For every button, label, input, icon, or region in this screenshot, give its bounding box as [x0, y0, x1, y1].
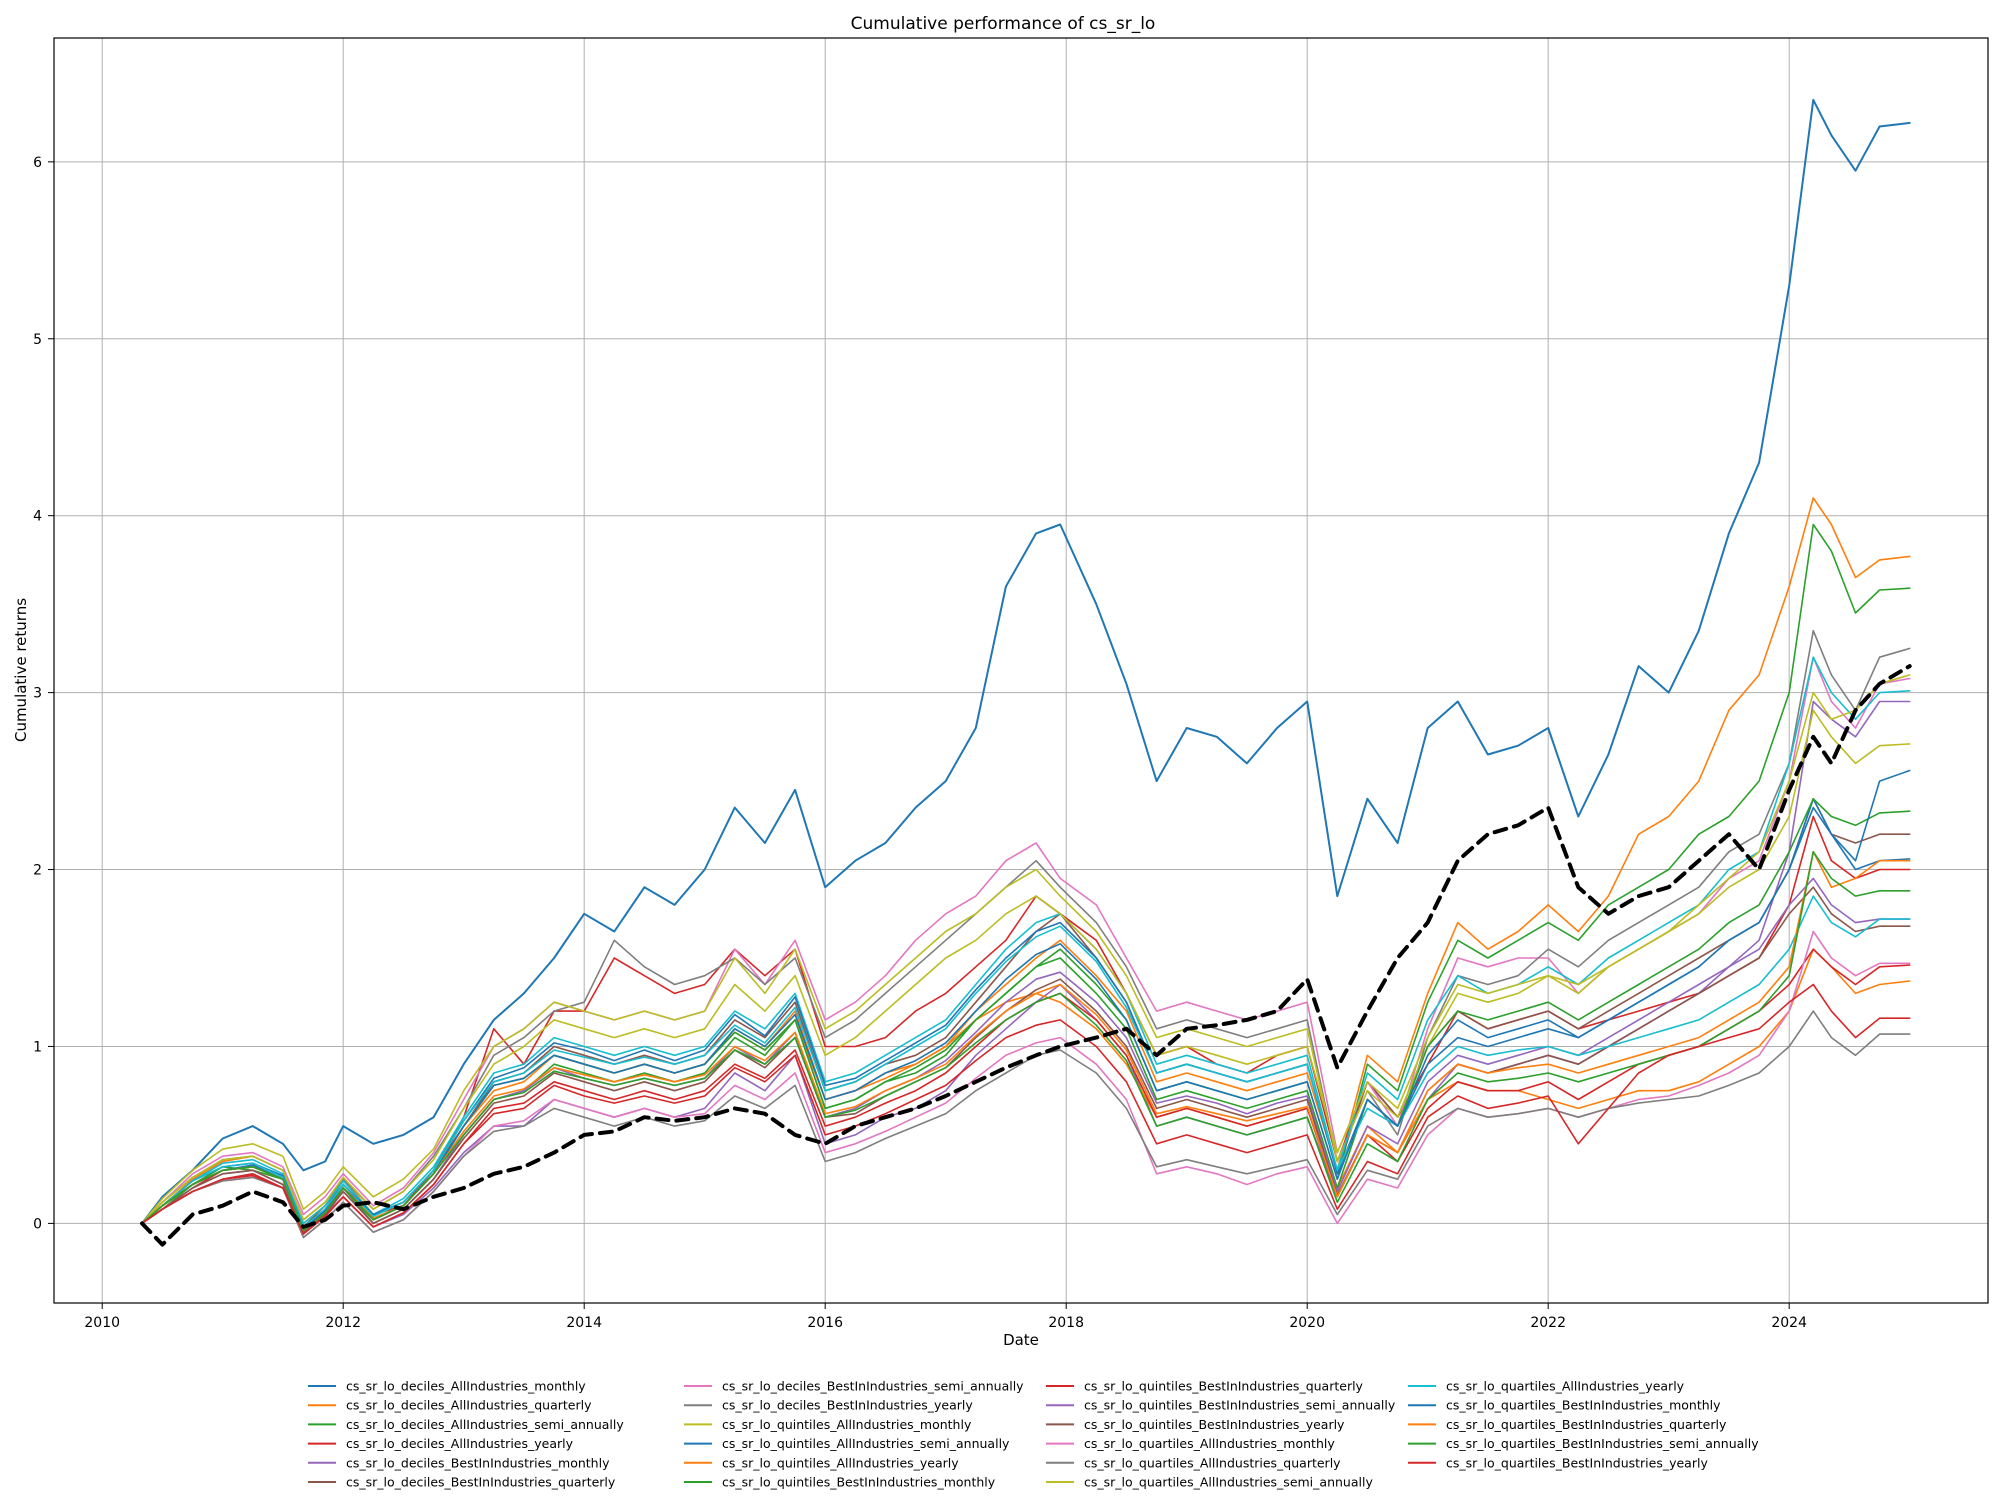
series-lines — [140, 98, 1912, 1247]
y-tick-label: 3 — [33, 686, 42, 702]
legend-label: cs_sr_lo_quartiles_AllIndustries_monthly — [1084, 1436, 1335, 1451]
legend: cs_sr_lo_deciles_AllIndustries_monthlycs… — [308, 1379, 1759, 1490]
plot-area — [54, 38, 1988, 1303]
series-line-16 — [141, 886, 1911, 1233]
y-tick-label: 0 — [33, 1216, 42, 1232]
x-tick-label: 2024 — [1771, 1315, 1807, 1331]
x-tick-label: 2010 — [84, 1315, 120, 1331]
legend-label: cs_sr_lo_quartiles_AllIndustries_yearly — [1446, 1379, 1685, 1394]
series-line-10 — [141, 656, 1911, 1225]
y-tick-label: 1 — [33, 1039, 42, 1055]
legend-label: cs_sr_lo_deciles_AllIndustries_quarterly — [346, 1398, 592, 1413]
chart-title: Cumulative performance of cs_sr_lo — [851, 14, 1156, 34]
y-axis-ticks: 0 1 2 3 4 5 6 — [33, 155, 54, 1232]
legend-label: cs_sr_lo_deciles_AllIndustries_monthly — [346, 1379, 586, 1394]
series-line-1 — [141, 98, 1911, 1225]
y-tick-label: 2 — [33, 863, 42, 879]
series-line-25 — [140, 664, 1912, 1247]
y-tick-label: 5 — [33, 332, 42, 348]
legend-label: cs_sr_lo_deciles_AllIndustries_semi_annu… — [346, 1417, 624, 1432]
y-tick-label: 6 — [33, 155, 42, 171]
x-axis-label: Date — [1003, 1331, 1039, 1349]
legend-label: cs_sr_lo_deciles_BestInIndustries_quarte… — [346, 1475, 616, 1490]
legend-label: cs_sr_lo_deciles_BestInIndustries_monthl… — [346, 1455, 610, 1470]
legend-label: cs_sr_lo_quintiles_AllIndustries_monthly — [722, 1417, 972, 1432]
legend-label: cs_sr_lo_quintiles_BestInIndustries_quar… — [1084, 1379, 1364, 1394]
y-axis-label: Cumulative returns — [12, 598, 30, 742]
legend-label: cs_sr_lo_quartiles_BestInIndustries_mont… — [1446, 1398, 1721, 1413]
legend-label: cs_sr_lo_quartiles_AllIndustries_semi_an… — [1084, 1475, 1373, 1490]
series-line-18 — [141, 1010, 1911, 1239]
x-tick-label: 2020 — [1289, 1315, 1325, 1331]
x-tick-label: 2018 — [1048, 1315, 1084, 1331]
grid-lines — [54, 38, 1988, 1303]
x-tick-label: 2022 — [1530, 1315, 1566, 1331]
legend-label: cs_sr_lo_deciles_BestInIndustries_yearly — [722, 1398, 973, 1413]
legend-label: cs_sr_lo_quartiles_BestInIndustries_year… — [1446, 1455, 1708, 1470]
legend-label: cs_sr_lo_quintiles_BestInIndustries_semi… — [1084, 1398, 1396, 1413]
series-line-23 — [141, 851, 1911, 1232]
series-line-20 — [141, 895, 1911, 1228]
legend-label: cs_sr_lo_quartiles_BestInIndustries_quar… — [1446, 1417, 1727, 1432]
y-tick-label: 4 — [33, 509, 42, 525]
legend-label: cs_sr_lo_quintiles_AllIndustries_yearly — [722, 1455, 959, 1470]
legend-label: cs_sr_lo_deciles_BestInIndustries_semi_a… — [722, 1379, 1024, 1394]
legend-label: cs_sr_lo_quintiles_AllIndustries_semi_an… — [722, 1436, 1010, 1451]
legend-label: cs_sr_lo_deciles_AllIndustries_yearly — [346, 1436, 574, 1451]
x-axis-ticks: 2010 2012 2014 2016 2018 2020 2022 2024 — [84, 1303, 1807, 1331]
series-line-19 — [141, 674, 1911, 1225]
legend-label: cs_sr_lo_quartiles_BestInIndustries_semi… — [1446, 1436, 1759, 1451]
legend-label: cs_sr_lo_quartiles_AllIndustries_quarter… — [1084, 1455, 1341, 1470]
legend-label: cs_sr_lo_quintiles_BestInIndustries_mont… — [722, 1475, 996, 1490]
plot-frame — [53, 37, 1989, 1304]
x-tick-label: 2016 — [807, 1315, 843, 1331]
x-tick-label: 2012 — [325, 1315, 361, 1331]
x-tick-label: 2014 — [566, 1315, 602, 1331]
legend-label: cs_sr_lo_quintiles_BestInIndustries_year… — [1084, 1417, 1345, 1432]
